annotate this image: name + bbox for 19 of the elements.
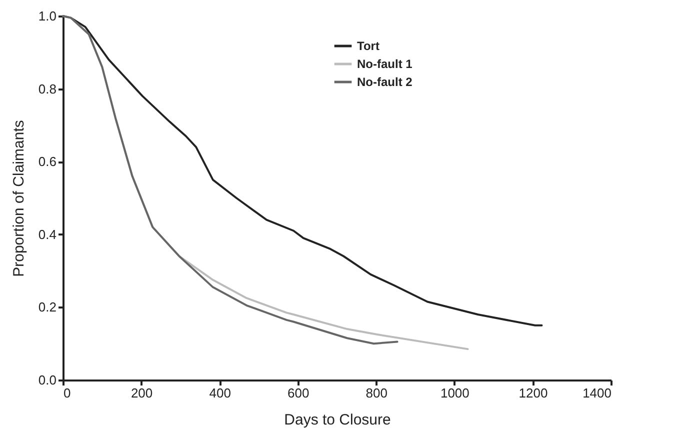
x-tick-label: 0 [64,386,71,400]
x-tick-label: 400 [209,386,231,400]
y-tick-label: 0.8 [38,81,56,96]
y-tick-label: 0.2 [38,300,56,315]
y-tick-label: 0.0 [38,372,56,388]
x-tick-label: 200 [130,386,153,400]
x-tick-label: 600 [288,386,310,400]
x-tick-label: 1400 [582,386,612,400]
x-tick-label: 1000 [440,386,470,400]
legend-label: No-fault 2 [357,75,413,89]
legend-label: No-fault 1 [357,57,413,71]
x-axis-title: Days to Closure [284,412,391,428]
x-tick-label: 800 [366,386,388,400]
y-tick-label: 0.6 [38,154,56,170]
y-axis-title: Proportion of Claimants [10,120,28,277]
x-tick-label: 1200 [518,386,548,400]
y-tick-label: 0.4 [38,226,56,242]
y-tick-label: 1.0 [38,8,56,24]
legend-label: Tort [357,39,380,53]
